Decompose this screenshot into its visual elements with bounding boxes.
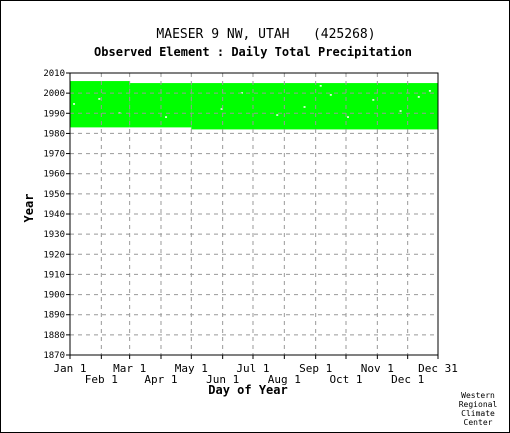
x-tick-label: Mar 1: [113, 362, 146, 375]
missing-data-mark: [165, 116, 168, 118]
x-axis-label: Day of Year: [208, 383, 287, 397]
missing-data-mark: [73, 103, 76, 105]
missing-data-mark: [399, 110, 402, 112]
x-tick-label: Sep 1: [299, 362, 332, 375]
y-tick-label: 1870: [43, 351, 65, 361]
y-tick-label: 1980: [43, 129, 65, 139]
missing-data-mark: [98, 98, 101, 100]
y-tick-label: 1880: [43, 331, 65, 341]
y-tick-label: 1900: [43, 291, 65, 301]
x-tick-label: May 1: [175, 362, 208, 375]
chart-title: MAESER 9 NW, UTAH (425268): [156, 27, 375, 42]
missing-data-mark: [276, 114, 279, 116]
y-tick-label: 2010: [43, 69, 65, 79]
x-tick-label: Dec 1: [391, 373, 424, 386]
y-tick-label: 1890: [43, 311, 65, 321]
missing-data-mark: [417, 96, 420, 98]
missing-data-mark: [347, 116, 350, 118]
missing-data-mark: [319, 85, 322, 87]
y-tick-label: 1990: [43, 109, 65, 119]
coverage-block-1: [70, 81, 130, 128]
coverage-block-2: [129, 83, 192, 128]
y-tick-label: 1950: [43, 190, 65, 200]
x-tick-label: Nov 1: [361, 362, 394, 375]
y-tick-label: 2000: [43, 89, 65, 99]
missing-data-mark: [303, 106, 306, 108]
y-tick-label: 1970: [43, 150, 65, 160]
coverage-block-3: [191, 83, 438, 130]
y-axis-label: Year: [22, 194, 36, 223]
x-tick-label: Dec 31: [418, 362, 458, 375]
chart-subtitle: Observed Element : Daily Total Precipita…: [94, 45, 412, 59]
x-tick-label: Jul 1: [236, 362, 269, 375]
y-tick-label: 1960: [43, 170, 65, 180]
x-tick-label: Jun 1: [206, 373, 239, 386]
credit-line-3: Climate: [461, 409, 495, 418]
missing-data-mark: [329, 94, 332, 96]
credit-line-1: Western: [461, 391, 495, 400]
credit-line-4: Center: [464, 418, 493, 427]
credit-text: Western Regional Climate Center: [459, 391, 498, 427]
x-tick-label: Feb 1: [85, 373, 118, 386]
credit-line-2: Regional: [459, 400, 498, 409]
x-tick-label: Aug 1: [268, 373, 301, 386]
missing-data-mark: [372, 99, 375, 101]
y-tick-label: 1940: [43, 210, 65, 220]
x-tick-label: Apr 1: [144, 373, 177, 386]
x-tick-label: Jan 1: [53, 362, 86, 375]
y-tick-label: 1920: [43, 250, 65, 260]
missing-data-mark: [220, 108, 223, 110]
y-tick-label: 1930: [43, 230, 65, 240]
x-tick-label: Oct 1: [329, 373, 362, 386]
missing-data-mark: [428, 90, 431, 92]
y-tick-label: 1910: [43, 270, 65, 280]
